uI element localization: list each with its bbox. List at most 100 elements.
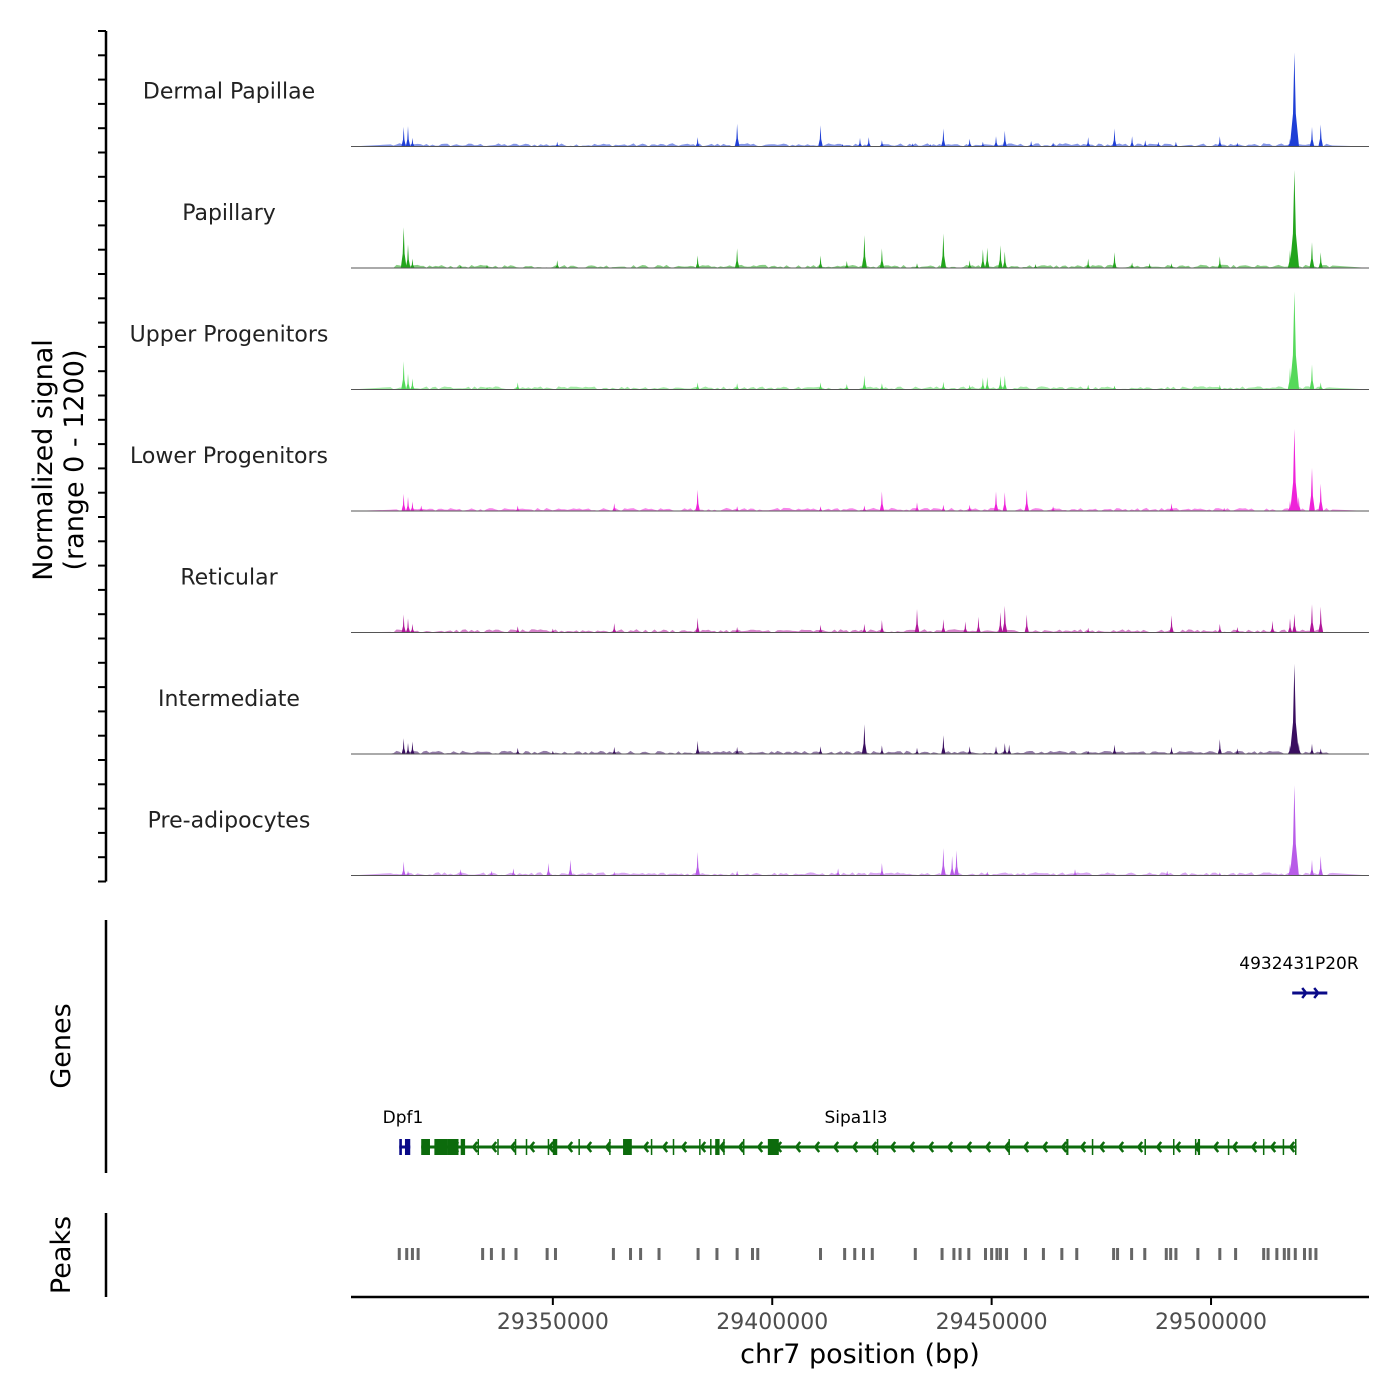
- signal-tracks: Dermal Papillae Papillary Upper Progenitor…: [130, 52, 1369, 876]
- signal-peak: [1235, 142, 1240, 147]
- peak-region: [1116, 1248, 1120, 1260]
- signal-peak: [410, 378, 415, 390]
- strand-arrow: [623, 1141, 631, 1153]
- signal-peak: [963, 621, 968, 633]
- gene-annotations: Dpf1 Sipa1l3 4932431P20R: [383, 954, 1359, 1155]
- signal-peak: [735, 627, 740, 633]
- signal-peak: [695, 852, 700, 876]
- signal-peak: [941, 619, 946, 633]
- signal-peak: [1086, 627, 1091, 633]
- strand-arrow: [1288, 1141, 1296, 1153]
- signal-peak: [967, 384, 972, 390]
- track-pre-adipocytes: Pre-adipocytes: [148, 785, 1369, 876]
- peak-region: [489, 1248, 493, 1260]
- strand-arrow: [1079, 1141, 1087, 1153]
- peak-region: [1130, 1248, 1134, 1260]
- signal-peak: [515, 626, 520, 633]
- gene-label: 4932431P20R: [1239, 954, 1359, 974]
- gene-exon: [767, 1139, 779, 1155]
- strand-arrow: [889, 1141, 897, 1153]
- signal-peak: [866, 137, 871, 147]
- track-label: Lower Progenitors: [130, 444, 328, 469]
- signal-peak: [985, 871, 990, 876]
- signal-peak: [1290, 428, 1299, 511]
- signal-peak: [406, 870, 411, 876]
- signal-peak: [1072, 869, 1078, 876]
- signal-peak: [998, 245, 1003, 268]
- signal-peak: [1217, 739, 1222, 754]
- peak-regions: [397, 1248, 1318, 1260]
- signal-peak: [818, 624, 823, 633]
- signal-peak: [489, 870, 494, 876]
- signal-peak: [406, 496, 411, 511]
- x-tick-label: 29500000: [1155, 1310, 1267, 1335]
- strand-arrow: [547, 1141, 555, 1153]
- signal-peak: [980, 377, 985, 390]
- strand-arrow: [1231, 1141, 1239, 1153]
- signal-peak: [484, 264, 490, 268]
- peak-region: [853, 1248, 857, 1260]
- signal-peak: [568, 859, 573, 876]
- signal-peak: [1296, 496, 1301, 511]
- strand-arrow: [1313, 987, 1320, 999]
- peak-region: [410, 1248, 414, 1260]
- peak-region: [952, 1248, 956, 1260]
- signal-peak: [550, 628, 555, 633]
- peak-region: [545, 1248, 549, 1260]
- signal-peak: [401, 861, 406, 876]
- strand-arrow: [737, 1141, 745, 1153]
- gene-dpf1: Dpf1: [383, 1108, 424, 1155]
- signal-peak: [1318, 483, 1324, 511]
- strand-arrow: [433, 1141, 441, 1153]
- track-noise: [351, 872, 1369, 876]
- signal-peak: [695, 255, 700, 268]
- peak-region: [750, 1248, 754, 1260]
- signal-peak: [1318, 252, 1323, 268]
- signal-peak: [928, 144, 933, 147]
- signal-peak: [401, 361, 407, 390]
- peak-region: [715, 1248, 719, 1260]
- strand-arrow: [1003, 1141, 1011, 1153]
- signal-peak: [695, 617, 700, 633]
- track-lower-progenitors: Lower Progenitors: [130, 428, 1369, 512]
- signal-peak: [1112, 385, 1117, 390]
- signal-peak: [419, 505, 424, 511]
- signal-peak: [1086, 258, 1091, 268]
- signal-peak: [1318, 382, 1323, 390]
- strand-arrow: [870, 1141, 878, 1153]
- signal-peak: [1318, 748, 1323, 754]
- strand-arrow: [1041, 1141, 1049, 1153]
- signal-peak: [967, 504, 972, 511]
- signal-peak: [515, 747, 520, 754]
- x-axis: 29350000 29400000 29450000 29500000: [497, 1297, 1267, 1335]
- signal-peak: [1318, 855, 1323, 876]
- signal-peak: [1169, 503, 1174, 511]
- signal-peak: [1309, 604, 1315, 633]
- signal-peak: [1112, 252, 1117, 268]
- peak-region: [1169, 1248, 1173, 1260]
- track-label: Reticular: [180, 566, 278, 591]
- signal-peak: [1147, 263, 1152, 268]
- x-tick-label: 29350000: [497, 1310, 609, 1335]
- signal-peak: [998, 612, 1003, 633]
- track-label: Dermal Papillae: [143, 80, 315, 105]
- signal-peak: [410, 258, 415, 268]
- strand-arrow: [984, 1141, 992, 1153]
- signal-peak: [1169, 615, 1174, 633]
- signal-peak: [879, 140, 884, 147]
- track-upper-progenitors: Upper Progenitors: [130, 291, 1369, 390]
- signal-peak: [612, 746, 617, 754]
- signal-peak: [1289, 170, 1300, 268]
- strand-arrow: [946, 1141, 954, 1153]
- signal-peak: [1024, 614, 1029, 633]
- gene-label: Dpf1: [383, 1108, 424, 1128]
- signal-peak: [1112, 744, 1117, 754]
- signal-peak: [406, 743, 411, 754]
- peak-region: [1041, 1248, 1045, 1260]
- signal-peak: [550, 750, 555, 754]
- signal-peak: [458, 265, 463, 268]
- signal-peak: [401, 614, 406, 633]
- peak-region: [1293, 1248, 1297, 1260]
- signal-peak: [985, 247, 990, 268]
